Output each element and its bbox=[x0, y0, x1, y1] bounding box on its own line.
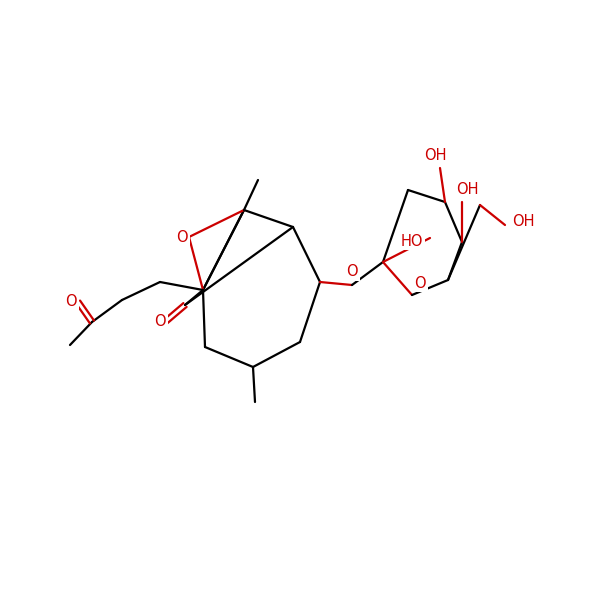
Text: O: O bbox=[65, 295, 77, 310]
Text: O: O bbox=[346, 265, 358, 280]
Text: OH: OH bbox=[424, 148, 446, 163]
Text: O: O bbox=[176, 229, 188, 245]
Text: OH: OH bbox=[456, 181, 478, 196]
Text: O: O bbox=[154, 314, 166, 329]
Text: OH: OH bbox=[512, 214, 534, 229]
Text: O: O bbox=[414, 275, 426, 290]
Text: HO: HO bbox=[401, 233, 423, 248]
